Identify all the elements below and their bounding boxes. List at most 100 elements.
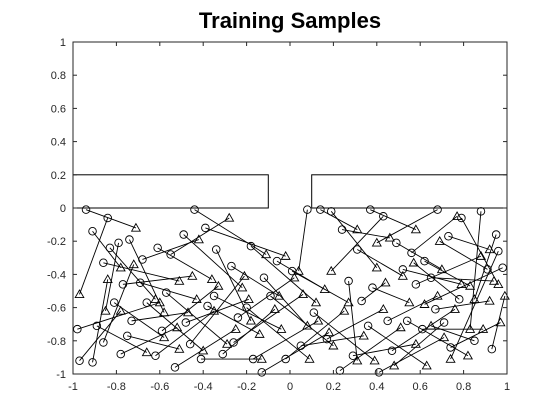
sample-triangle-marker [230, 323, 241, 333]
sample-circle-marker [420, 256, 429, 266]
sample-circle-marker [181, 318, 191, 327]
sample-triangle-marker [293, 265, 304, 275]
sample-circle-marker [368, 283, 377, 292]
sample-segment [298, 209, 308, 272]
sample-triangle-marker [159, 332, 170, 342]
sample-circle-marker [392, 238, 401, 248]
sample-triangle-marker [371, 262, 382, 272]
sample-circle-marker [257, 368, 267, 377]
sample-circle-marker [296, 341, 306, 351]
sample-segment [92, 279, 109, 363]
sample-circle-marker [426, 273, 436, 282]
sample-triangle-marker [245, 315, 257, 325]
y-tick-label: 0.4 [51, 137, 66, 149]
sample-circle-marker [439, 318, 449, 327]
sample-segment [439, 240, 488, 270]
sample-segment [185, 298, 249, 323]
sample-triangle-marker [462, 350, 474, 360]
y-tick-label: -0.2 [47, 236, 66, 248]
sample-triangle-marker [378, 304, 389, 313]
sample-segment [270, 295, 334, 347]
sample-triangle-marker [261, 249, 272, 259]
sample-circle-marker [444, 231, 453, 241]
sample-circle-marker [218, 349, 227, 359]
sample-segment [85, 209, 137, 229]
sample-triangle-marker [304, 353, 315, 363]
sample-circle-marker [142, 298, 152, 307]
sample-segment [348, 280, 358, 361]
sample-segment [339, 327, 401, 372]
sample-triangle-marker [339, 305, 350, 315]
sample-segment [113, 302, 165, 338]
sample-circle-marker [326, 207, 336, 216]
sample-triangle-marker [224, 212, 235, 222]
sample-segment [174, 328, 236, 368]
chart-title: Training Samples [199, 8, 381, 33]
x-tick-label: 0.2 [326, 381, 341, 393]
sample-circle-marker [122, 331, 132, 341]
sample-triangle-marker [182, 307, 194, 317]
sample-segment [127, 335, 180, 350]
sample-segment [372, 287, 410, 304]
sample-triangle-marker [269, 304, 280, 313]
sample-segment [461, 217, 499, 285]
sample-circle-marker [136, 278, 145, 287]
y-tick-label: 0 [60, 203, 66, 215]
sample-triangle-marker [456, 279, 467, 289]
sample-circle-marker [483, 265, 492, 274]
sample-segment [215, 249, 252, 322]
sample-circle-marker [259, 273, 269, 282]
sample-triangle-marker [449, 304, 460, 313]
y-tick-label: -0.8 [47, 336, 66, 348]
sample-circle-marker [366, 205, 375, 214]
sample-segment [430, 325, 475, 342]
sample-triangle-marker [254, 328, 265, 338]
sample-circle-marker [411, 280, 421, 289]
sample-triangle-marker [495, 317, 506, 327]
sample-circle-marker [266, 291, 275, 301]
sample-triangle-marker [484, 295, 495, 305]
sample-segment [435, 300, 490, 310]
sample-triangle-marker [310, 297, 322, 307]
sample-circle-marker [272, 256, 282, 266]
sample-circle-marker [357, 296, 366, 306]
sample-triangle-marker [289, 272, 300, 282]
sample-triangle-marker [343, 297, 354, 307]
sample-segment [194, 209, 267, 255]
sample-segment [122, 275, 193, 285]
x-tick-label: 1 [504, 381, 510, 393]
sample-circle-marker [127, 316, 136, 326]
sample-circle-marker [109, 298, 119, 307]
x-tick-label: -0.4 [194, 381, 213, 393]
sample-circle-marker [487, 344, 497, 354]
sample-segment [367, 325, 427, 367]
sample-circle-marker [92, 321, 102, 331]
sample-circle-marker [418, 324, 427, 334]
sample-triangle-marker [410, 338, 421, 348]
sample-triangle-marker [395, 322, 406, 332]
sample-triangle-marker [328, 340, 339, 350]
sample-circle-marker [348, 351, 358, 360]
sample-triangle-marker [237, 282, 248, 292]
sample-segment [285, 310, 345, 360]
sample-segment [450, 250, 499, 360]
sample-segment [79, 217, 109, 295]
tick-group: -1 -0.8 -0.6 -0.4 -0.2 0 0.2 0.4 0.6 0.8 1 -1 -0.8 -0… [47, 37, 510, 393]
sample-segment [103, 262, 180, 282]
sample-triangle-marker [465, 323, 476, 333]
sample-triangle-marker [323, 327, 335, 337]
sample-segment [263, 277, 308, 327]
sample-triangle-marker [128, 259, 139, 269]
sample-triangle-marker [174, 343, 185, 353]
sample-circle-marker [201, 223, 210, 233]
sample-triangle-marker [115, 305, 126, 315]
sample-segment [352, 343, 416, 357]
x-tick-label: -0.8 [107, 381, 126, 393]
sample-segment [109, 247, 156, 300]
sample-triangle-marker [465, 280, 476, 290]
y-tick-label: 0.8 [51, 70, 66, 82]
sample-circle-marker [116, 349, 125, 359]
sample-circle-marker [153, 243, 162, 253]
sample-circle-marker [229, 338, 238, 347]
